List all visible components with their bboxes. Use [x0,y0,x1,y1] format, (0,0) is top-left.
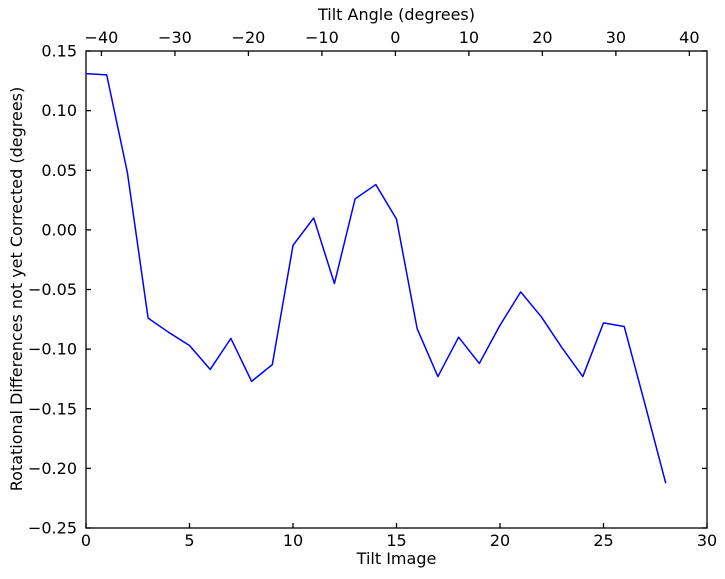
x-tick-label: 15 [386,531,406,550]
top-tick-label: 30 [606,28,626,47]
y-tick-label: −0.15 [28,399,77,418]
axes-frame [85,50,708,529]
x-tick-label: 30 [697,531,717,550]
x-tick-label: 20 [490,531,510,550]
y-tick-label: −0.25 [28,519,77,538]
y-tick-label: 0.10 [41,101,77,120]
top-tick-label: 10 [459,28,479,47]
y-tick-label: −0.05 [28,280,77,299]
y-tick-label: 0.05 [41,161,77,180]
top-tick-label: −40 [85,28,119,47]
data-line-rotational_differences [85,72,667,484]
top-axis-title: Tilt Angle (degrees) [317,5,476,24]
top-tick-label: 0 [390,28,400,47]
x-tick-label: 10 [283,531,303,550]
top-tick-label: −30 [158,28,192,47]
x-axis-label: Tilt Image [356,549,437,568]
y-axis-label: Rotational Differences not yet Corrected… [7,86,26,492]
top-tick-label: 40 [679,28,699,47]
top-tick-label: −20 [232,28,266,47]
x-tick-label: 5 [184,531,194,550]
y-tick-label: 0.00 [41,220,77,239]
y-tick-label: −0.10 [28,340,77,359]
y-tick-label: −0.20 [28,459,77,478]
x-tick-label: 25 [593,531,613,550]
x-tick-label: 0 [81,531,91,550]
top-tick-label: −10 [305,28,339,47]
top-tick-label: 20 [532,28,552,47]
y-tick-label: 0.15 [41,42,77,61]
